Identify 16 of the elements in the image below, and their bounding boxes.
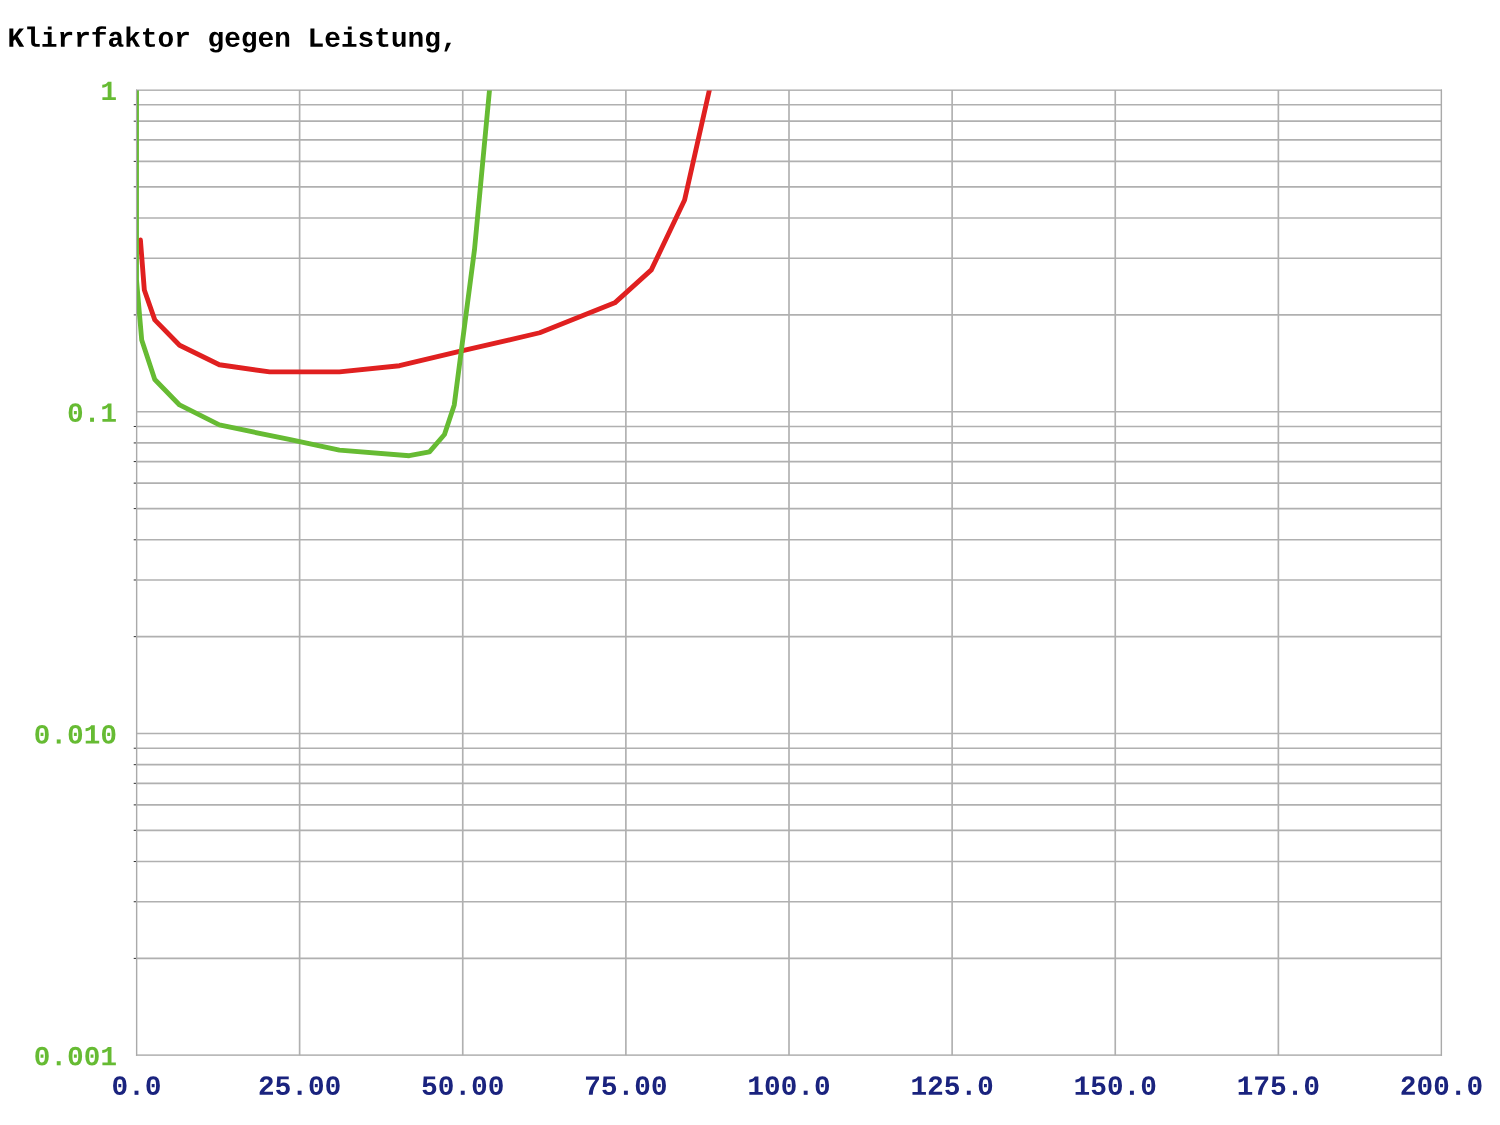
y-tick-label: 0.1 [68, 403, 116, 423]
x-tick-label: 50.00 [422, 1076, 503, 1096]
y-tick-label: 0.001 [35, 1046, 116, 1066]
x-tick-label: 150.0 [1075, 1076, 1156, 1096]
x-tick-label: 25.00 [259, 1076, 340, 1096]
line-series [136, 90, 492, 459]
x-tick-label: 100.0 [749, 1076, 830, 1096]
x-tick-label: 175.0 [1238, 1076, 1319, 1096]
y-tick-label: 1 [102, 81, 116, 101]
y-tick-label: 0.010 [35, 724, 116, 744]
x-tick-label: 75.00 [585, 1076, 666, 1096]
x-tick-label: 200.0 [1401, 1076, 1482, 1096]
x-tick-label: 125.0 [912, 1076, 993, 1096]
chart-title: Klirrfaktor gegen Leistung, [9, 26, 451, 53]
x-tick-label: 0.0 [113, 1076, 160, 1096]
line-series [137, 90, 712, 375]
